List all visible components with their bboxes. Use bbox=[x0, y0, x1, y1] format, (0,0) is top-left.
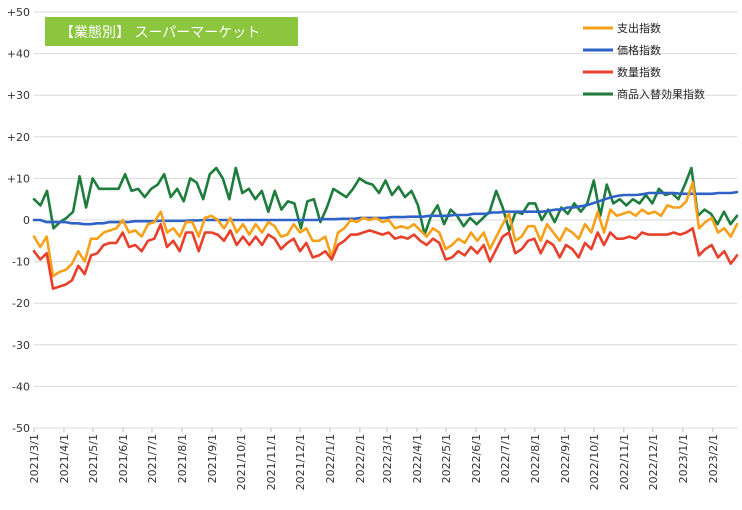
x-tick-label: 2023/2/1 bbox=[707, 434, 720, 483]
y-tick-label: +20 bbox=[7, 131, 30, 144]
x-tick-label: 2022/12/1 bbox=[647, 434, 660, 490]
y-tick-label: +10 bbox=[7, 172, 30, 185]
x-tick-label: 2022/8/1 bbox=[529, 434, 542, 483]
x-axis-ticks: 2021/3/1 2021/4/1 2021/5/1 2021/6/1 2021/7/1… bbox=[28, 428, 720, 490]
y-tick-label: -40 bbox=[12, 380, 30, 393]
x-tick-label: 2022/1/1 bbox=[324, 434, 337, 483]
legend-label: 商品入替効果指数 bbox=[617, 87, 705, 101]
series-line bbox=[32, 190, 739, 226]
x-tick-label: 2023/1/1 bbox=[677, 434, 690, 483]
series-line bbox=[32, 181, 739, 278]
x-tick-label: 2021/3/1 bbox=[28, 434, 41, 483]
chart-title: 【業態別】 スーパーマーケット bbox=[60, 25, 260, 41]
x-tick-label: 2021/7/1 bbox=[146, 434, 159, 483]
y-tick-label: +50 bbox=[7, 6, 30, 19]
x-tick-label: 2021/4/1 bbox=[58, 434, 71, 483]
x-tick-label: 2022/2/1 bbox=[354, 434, 367, 483]
x-tick-label: 2022/5/1 bbox=[440, 434, 453, 483]
chart-title-box bbox=[45, 17, 298, 46]
y-tick-label: -50 bbox=[12, 422, 30, 435]
x-tick-label: 2021/10/1 bbox=[235, 434, 248, 490]
x-tick-label: 2022/4/1 bbox=[411, 434, 424, 483]
x-tick-label: 2022/3/1 bbox=[381, 434, 394, 483]
y-tick-label: -10 bbox=[12, 256, 30, 269]
series-line bbox=[32, 166, 739, 236]
x-tick-label: 2021/12/1 bbox=[294, 434, 307, 490]
x-tick-label: 2022/9/1 bbox=[559, 434, 572, 483]
legend-label: 支出指数 bbox=[617, 21, 661, 35]
y-tick-label: +30 bbox=[7, 89, 30, 102]
x-tick-label: 2022/11/1 bbox=[618, 434, 631, 490]
y-tick-label: -20 bbox=[12, 297, 30, 310]
y-tick-label: 0 bbox=[23, 214, 30, 227]
legend-label: 数量指数 bbox=[617, 65, 661, 79]
x-tick-label: 2021/6/1 bbox=[117, 434, 130, 483]
x-tick-label: 2022/6/1 bbox=[470, 434, 483, 483]
series-lines bbox=[32, 166, 739, 290]
x-tick-label: 2021/9/1 bbox=[206, 434, 219, 483]
x-tick-label: 2021/5/1 bbox=[87, 434, 100, 483]
y-tick-label: +40 bbox=[7, 48, 30, 61]
x-tick-label: 2021/8/1 bbox=[176, 434, 189, 483]
x-tick-label: 2022/10/1 bbox=[588, 434, 601, 490]
y-axis-ticks: +50 +40 +30 +20 +10 0 -10 -20 -30 -40 -50 bbox=[7, 6, 30, 435]
x-tick-label: 2022/7/1 bbox=[499, 434, 512, 483]
series-line bbox=[32, 222, 739, 290]
y-tick-label: -30 bbox=[12, 339, 30, 352]
legend-label: 価格指数 bbox=[617, 43, 661, 57]
x-tick-label: 2021/11/1 bbox=[265, 434, 278, 490]
